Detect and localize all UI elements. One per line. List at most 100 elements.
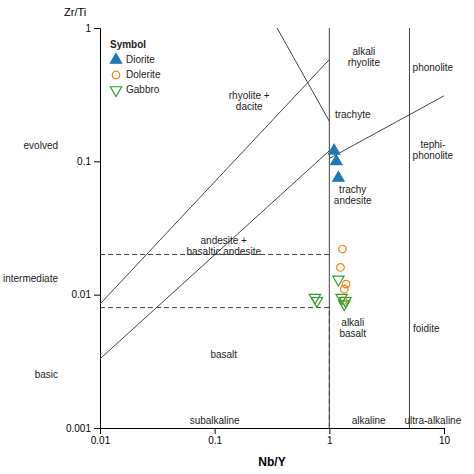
y-axis-tick: 0.01 [72,289,100,300]
chart: 0.010.11100.0010.010.11Nb/YZr/Tialkalirh… [0,0,474,474]
point [337,264,345,272]
boundary-line [409,28,410,428]
point [336,294,347,304]
x-axis-tick-label: 10 [439,435,451,446]
field-label: basalt [210,349,237,360]
x-axis-tick-mark [329,428,330,434]
point [339,245,347,253]
side-label: intermediate [3,273,58,284]
bottom-label: alkaline [352,415,386,426]
legend-label: Dolerite [126,69,161,80]
side-label-line: evolved [24,140,58,151]
field-label-line: rhyolite [348,57,381,68]
y-axis-tick: 0.001 [66,423,100,434]
field-label-line: basalt [210,349,237,360]
side-label-line: basic [35,369,58,380]
legend-label: Gabbro [126,84,160,95]
field-label: alkalirhyolite [348,46,381,68]
x-axis-tick-label: 1 [327,435,333,446]
y-axis-tick: 1 [85,23,100,34]
dashed-boundary [329,306,330,428]
field-label-line: alkali [352,46,375,57]
bottom-label-line: subalkaline [190,415,240,426]
legend-symbol [112,71,120,79]
x-axis-line [101,429,445,435]
legend-item: Dolerite [112,69,161,80]
y-axis-tick-label: 0.01 [72,289,92,300]
y-axis: 0.001 0.01 0.1 1 [66,23,101,434]
point [333,276,344,286]
x-axis-title: Nb/Y [258,455,285,469]
bottom-label: subalkaline [190,415,240,426]
annotations: alkalirhyolitephonoliterhyolite +dacitet… [3,46,462,426]
field-label-line: basalt [339,328,366,339]
field-label-line: phonolite [413,150,454,161]
field-label: tephi-phonolite [413,139,454,161]
dashed-boundary [100,307,329,308]
x-axis: 0.01 0.1 1 10 [91,428,451,446]
x-axis-tick: 10 [439,428,451,446]
y-axis-line [94,29,101,429]
y-axis-tick-mark [94,295,100,296]
y-axis-tick-label: 0.1 [77,156,91,167]
series [328,144,344,181]
field-label: alkalibasalt [339,317,366,339]
x-axis-tick-mark [444,428,445,434]
y-axis-tick-mark [94,28,100,29]
legend-item: Diorite [110,53,155,64]
x-axis-tick-label: 0.01 [91,435,111,446]
field-label-line: alkali [341,317,364,328]
bottom-label-line: alkaline [352,415,386,426]
y-axis-title: Zr/Ti [64,6,86,18]
y-axis-tick-mark [94,161,100,162]
bottom-label-line: ultra-alkaline [405,415,462,426]
field-label-line: andesite + [201,235,248,246]
point [340,298,351,308]
field-label-line: dacite [236,101,263,112]
boundary-line [277,28,329,121]
legend-symbol [110,53,121,63]
field-label: andesite +basaltic andesite [186,235,261,257]
field-label: trachyte [335,109,371,120]
dashed-boundary [409,306,410,428]
marks [100,28,444,428]
point [331,155,342,165]
point [311,298,322,308]
field-label-line: tephi- [420,139,445,150]
point [333,171,344,181]
x-axis-tick-label: 0.1 [208,435,222,446]
y-axis-tick-label: 1 [85,23,91,34]
x-axis-tick: 0.1 [208,428,222,446]
legend-item: Gabbro [110,84,159,97]
field-label-line: foidite [413,323,440,334]
plot: 0.010.11100.0010.010.11Nb/YZr/Tialkalirh… [3,6,462,469]
field-label: phonolite [413,62,454,73]
field-label-line: trachy [339,184,366,195]
y-axis-tick-mark [94,428,100,429]
side-label-line: intermediate [3,273,58,284]
field-label-line: trachyte [335,109,371,120]
legend-title: Symbol [110,39,146,50]
point [342,280,350,288]
legend: Symbol Diorite Dolerite Gabbro [110,39,161,97]
field-label: foidite [413,323,440,334]
y-axis-tick-label: 0.001 [66,423,91,434]
side-label: basic [35,369,58,380]
y-axis-tick: 0.1 [77,156,100,167]
legend-symbol [110,87,121,97]
x-axis-tick: 0.01 [91,428,111,446]
side-label: evolved [24,140,58,151]
x-axis-tick: 1 [327,428,333,446]
legend-label: Diorite [126,54,155,65]
field-label-line: phonolite [413,62,454,73]
field-label-line: rhyolite + [229,90,270,101]
field-label-line: andesite [334,195,372,206]
field-label: trachyandesite [334,184,372,206]
x-axis-tick-mark [215,428,216,434]
point [328,144,339,154]
series [337,245,350,304]
point [340,285,348,293]
series [309,276,351,310]
field-label: rhyolite +dacite [229,90,270,112]
bottom-label: ultra-alkaline [405,415,462,426]
